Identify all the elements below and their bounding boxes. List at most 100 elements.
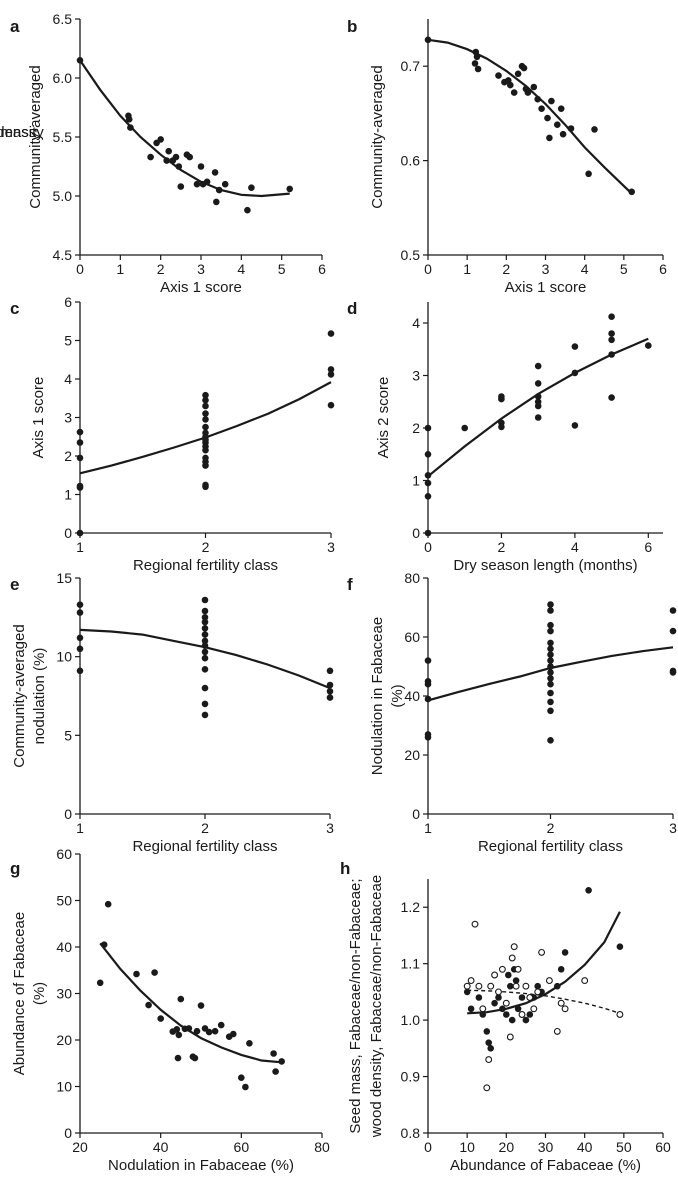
data-point xyxy=(215,186,223,194)
data-point xyxy=(608,330,615,337)
data-point xyxy=(524,89,532,96)
data-point xyxy=(202,410,209,417)
data-point xyxy=(76,57,84,64)
x-tick-label: 5 xyxy=(278,261,286,277)
data-point xyxy=(571,369,579,377)
data-point-open xyxy=(487,982,495,990)
data-point xyxy=(512,977,520,984)
x-tick-label: 2 xyxy=(202,539,210,555)
data-point xyxy=(547,689,554,697)
data-point-open xyxy=(514,965,522,973)
data-point xyxy=(76,454,84,462)
x-tick-label: 2 xyxy=(547,820,555,836)
data-point xyxy=(608,336,615,344)
data-point xyxy=(151,969,158,976)
data-point xyxy=(471,60,479,67)
data-point xyxy=(561,949,569,956)
data-point xyxy=(608,313,615,321)
x-tick-label: 0 xyxy=(76,261,84,277)
panel-f: f 1 2 3 0 20 40 60 80 Regional fertility class Nod… xyxy=(347,570,677,855)
fit-curve xyxy=(467,911,621,1015)
data-point xyxy=(503,1011,510,1018)
data-point xyxy=(424,424,432,432)
data-point xyxy=(534,380,542,387)
data-point xyxy=(491,999,498,1007)
x-tick-label: 60 xyxy=(234,1139,250,1155)
data-point xyxy=(669,607,677,614)
x-tick-label: 10 xyxy=(459,1139,475,1155)
data-point xyxy=(202,423,209,431)
y-tick-label: 0.9 xyxy=(401,1069,421,1085)
data-point xyxy=(326,688,334,695)
data-point xyxy=(554,121,561,128)
data-point xyxy=(424,472,432,479)
data-point xyxy=(495,994,502,1001)
data-point-open xyxy=(545,977,553,985)
x-tick-label: 1 xyxy=(463,261,471,277)
data-point-open xyxy=(483,1084,491,1092)
data-point xyxy=(202,446,209,454)
data-point xyxy=(508,1016,516,1024)
data-point xyxy=(498,423,505,431)
x-tick-label: 0 xyxy=(424,261,432,277)
data-point-open xyxy=(518,1011,526,1018)
data-point xyxy=(202,483,209,491)
data-point xyxy=(201,666,209,673)
data-point xyxy=(424,680,432,688)
data-point xyxy=(201,596,209,604)
data-point xyxy=(485,1039,493,1046)
x-tick-label: 1 xyxy=(76,820,84,836)
data-point xyxy=(272,1068,279,1075)
data-point-open xyxy=(512,982,520,990)
data-point xyxy=(100,941,108,948)
data-point xyxy=(557,966,565,973)
data-point xyxy=(424,529,432,537)
x-tick-label: 0 xyxy=(424,1139,432,1155)
data-point xyxy=(567,125,575,132)
data-point xyxy=(327,330,335,337)
data-point-open xyxy=(502,999,510,1007)
y-tick-label: 1 xyxy=(64,487,72,503)
panel-letter: f xyxy=(347,575,353,594)
y-axis-label: Community-averaged xyxy=(27,65,44,208)
data-point xyxy=(213,198,220,206)
data-point xyxy=(461,424,469,432)
data-point-open xyxy=(463,982,471,990)
y-tick-label: 0.6 xyxy=(401,153,421,169)
data-point-open xyxy=(491,971,499,979)
data-point xyxy=(201,618,209,626)
data-point xyxy=(669,669,677,676)
data-point-open xyxy=(581,977,589,985)
y-tick-label: 50 xyxy=(56,893,72,909)
data-point xyxy=(201,700,209,708)
data-point xyxy=(487,1045,495,1052)
data-point xyxy=(534,393,542,400)
y-axis-label: seed mass xyxy=(0,124,36,141)
data-point xyxy=(424,36,432,44)
data-point xyxy=(286,185,294,193)
x-tick-label: 40 xyxy=(577,1139,593,1155)
data-point xyxy=(201,654,209,662)
y-tick-label: 30 xyxy=(56,986,72,1002)
data-point xyxy=(197,1002,205,1009)
x-tick-label: 4 xyxy=(581,261,589,277)
data-point-open xyxy=(530,1005,538,1013)
y-tick-label: 2 xyxy=(64,448,72,464)
data-point-open xyxy=(475,982,483,990)
y-tick-label: 5 xyxy=(64,727,72,743)
x-tick-label: 4 xyxy=(571,539,579,555)
data-point xyxy=(246,1040,253,1047)
data-point xyxy=(559,130,567,138)
y-tick-label: 15 xyxy=(56,570,72,586)
data-point xyxy=(522,1016,530,1024)
data-point xyxy=(76,439,84,446)
data-point xyxy=(669,627,677,635)
y-axis-label: Abundance of Fabaceae xyxy=(11,912,28,1075)
y-tick-label: 4 xyxy=(64,371,72,387)
panel-d: d 0 2 4 6 0 1 2 3 4 Dry season length (months) Axis… xyxy=(347,299,663,574)
data-point xyxy=(327,371,335,378)
panel-g: g 20 40 60 80 0 10 20 30 40 50 60 Nodulation in Faba… xyxy=(10,846,330,1174)
y-axis-label: Axis 1 score xyxy=(30,377,47,459)
data-point xyxy=(547,651,554,658)
